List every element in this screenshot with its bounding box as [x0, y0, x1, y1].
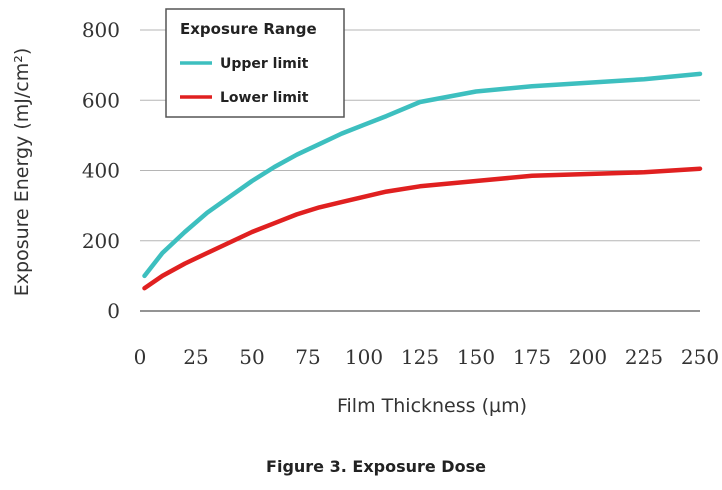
y-axis-title: Exposure Energy (mJ/cm²) [11, 48, 33, 296]
x-tick-label: 125 [401, 345, 439, 369]
legend-title: Exposure Range [180, 20, 317, 38]
x-tick-label: 175 [513, 345, 551, 369]
x-tick-label: 0 [134, 345, 147, 369]
x-tick-label: 50 [239, 345, 264, 369]
x-tick-labels: 0 25 50 75 100 125 150 175 200 225 250 [134, 345, 719, 369]
y-tick-label: 600 [82, 88, 120, 112]
series-layer [142, 71, 703, 291]
x-tick-label: 25 [183, 345, 208, 369]
legend-box [165, 8, 345, 118]
x-tick-label: 250 [681, 345, 719, 369]
y-tick-labels: 0 200 400 600 800 [82, 18, 120, 323]
legend-label-upper: Upper limit [220, 56, 309, 72]
x-tick-label: 225 [625, 345, 663, 369]
x-tick-label: 200 [569, 345, 607, 369]
legend: Exposure Range Upper limit Lower limit [165, 8, 345, 118]
y-tick-label: 400 [82, 159, 120, 183]
series-line-upper-limit [142, 71, 703, 279]
x-tick-label: 75 [295, 345, 320, 369]
x-tick-label: 100 [345, 345, 383, 369]
y-tick-label: 0 [107, 299, 120, 323]
x-tick-label: 150 [457, 345, 495, 369]
legend-label-lower: Lower limit [220, 90, 309, 106]
figure-caption: Figure 3. Exposure Dose [266, 457, 486, 476]
series-line-lower-limit [142, 166, 703, 291]
y-tick-label: 800 [82, 18, 120, 42]
x-axis-title: Film Thickness (µm) [337, 395, 527, 417]
y-tick-label: 200 [82, 229, 120, 253]
